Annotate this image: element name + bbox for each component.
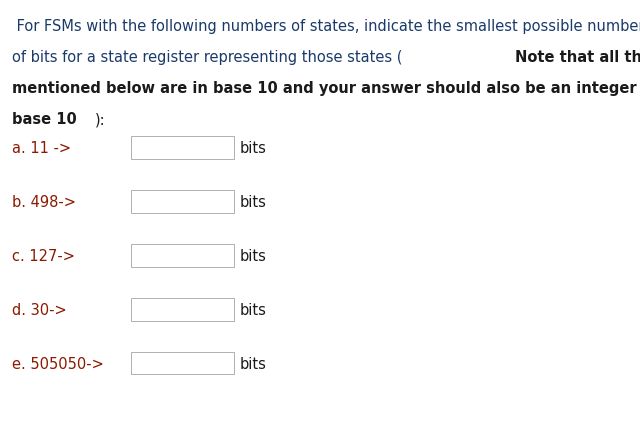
Text: bits: bits	[240, 141, 267, 156]
Text: d. 30->: d. 30->	[12, 302, 67, 317]
FancyBboxPatch shape	[131, 191, 234, 213]
FancyBboxPatch shape	[131, 298, 234, 321]
Text: ):: ):	[95, 112, 106, 127]
Text: mentioned below are in base 10 and your answer should also be an integer in: mentioned below are in base 10 and your …	[12, 81, 640, 96]
FancyBboxPatch shape	[131, 352, 234, 375]
Text: bits: bits	[240, 356, 267, 371]
FancyBboxPatch shape	[131, 137, 234, 160]
Text: base 10: base 10	[12, 112, 76, 127]
Text: c. 127->: c. 127->	[12, 249, 74, 263]
Text: bits: bits	[240, 249, 267, 263]
Text: For FSMs with the following numbers of states, indicate the smallest possible nu: For FSMs with the following numbers of s…	[12, 19, 640, 34]
Text: bits: bits	[240, 195, 267, 209]
Text: a. 11 ->: a. 11 ->	[12, 141, 70, 156]
Text: Note that all the numbers: Note that all the numbers	[515, 50, 640, 65]
Text: of bits for a state register representing those states (: of bits for a state register representin…	[12, 50, 402, 65]
Text: e. 505050->: e. 505050->	[12, 356, 104, 371]
Text: b. 498->: b. 498->	[12, 195, 76, 209]
FancyBboxPatch shape	[131, 245, 234, 267]
Text: bits: bits	[240, 302, 267, 317]
